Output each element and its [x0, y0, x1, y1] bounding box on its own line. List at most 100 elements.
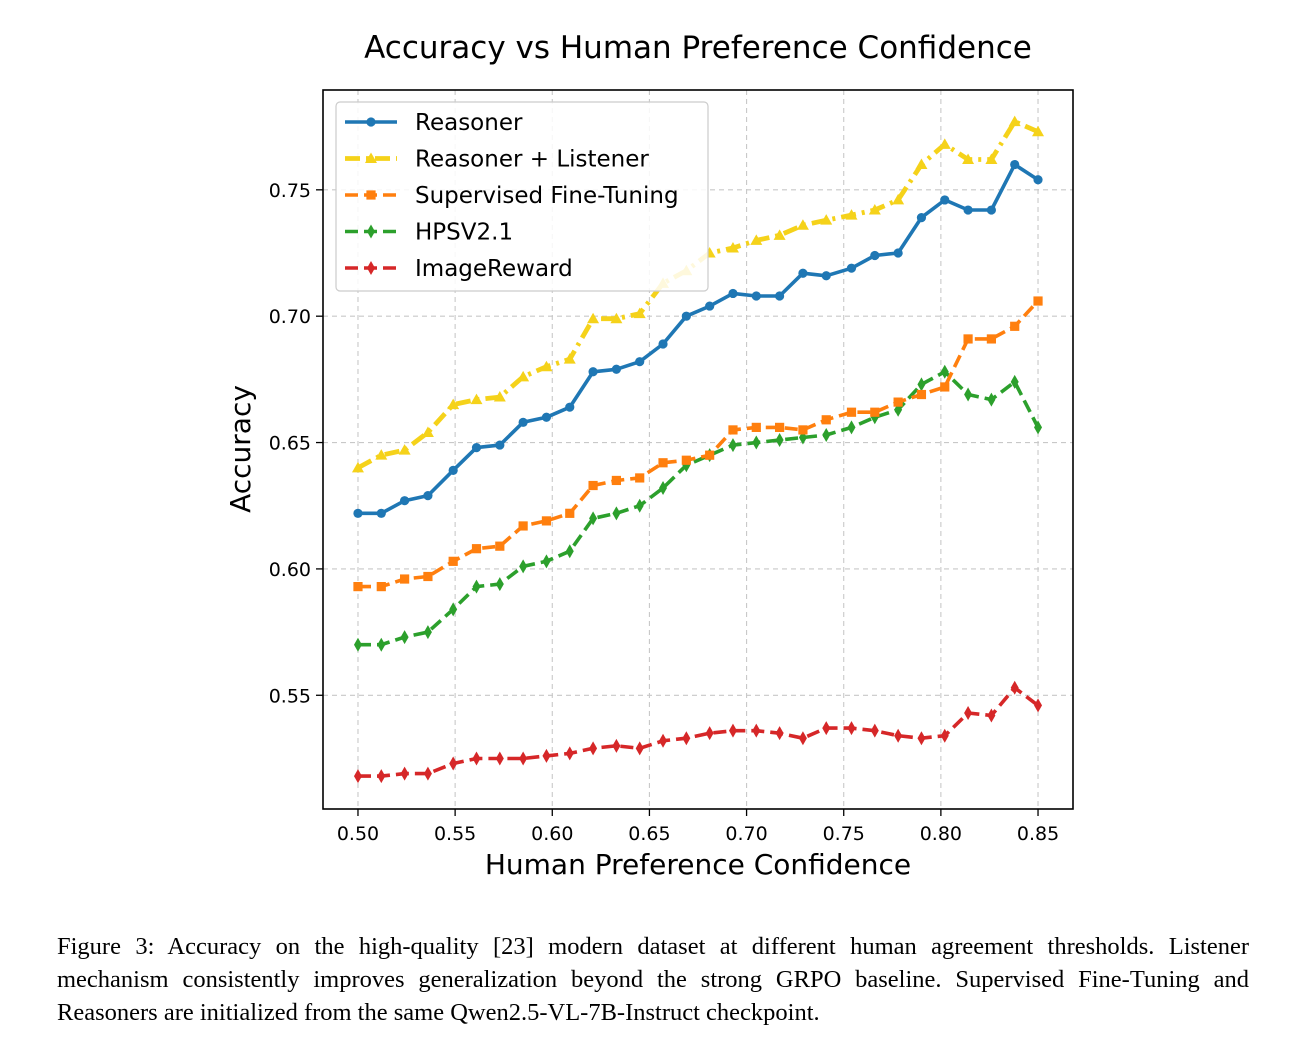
data-point: [353, 582, 363, 592]
data-point: [633, 307, 646, 319]
data-point: [846, 263, 857, 273]
data-point: [518, 521, 528, 531]
data-point: [610, 312, 623, 324]
data-point: [353, 769, 362, 784]
x-tick-label: 0.50: [337, 823, 379, 845]
x-tick-label: 0.85: [1017, 823, 1059, 845]
data-point: [963, 334, 973, 344]
data-point: [728, 438, 737, 453]
data-point: [612, 738, 621, 753]
x-tick-label: 0.55: [434, 823, 476, 845]
data-point: [471, 544, 482, 554]
data-point: [846, 407, 857, 417]
data-point: [847, 721, 856, 736]
data-point: [728, 288, 738, 299]
data-point: [565, 508, 575, 518]
data-point: [612, 506, 621, 521]
data-point: [798, 268, 808, 278]
y-tick-label: 0.70: [269, 306, 311, 328]
data-point: [398, 444, 411, 455]
data-point: [917, 377, 926, 392]
data-point: [376, 508, 386, 518]
data-point: [822, 721, 831, 736]
data-point: [587, 312, 600, 324]
data-point: [423, 571, 433, 582]
data-point: [963, 205, 973, 215]
data-point: [917, 731, 926, 746]
data-point: [775, 291, 785, 301]
data-point: [563, 353, 576, 364]
data-point: [400, 574, 410, 584]
data-point: [421, 426, 434, 437]
data-point: [353, 508, 363, 518]
x-axis: 0.50 0.55 0.60 0.65 0.70 0.75 0.80 0.85: [337, 809, 1059, 845]
data-point: [916, 213, 927, 223]
data-point: [798, 425, 808, 435]
data-point: [964, 387, 973, 402]
legend: Reasoner Reasoner + Listener Supervised Fi…: [335, 101, 709, 292]
y-axis-label: Accuracy: [224, 385, 257, 513]
legend-item: Supervised Fine-Tuning: [345, 183, 679, 209]
data-point: [728, 425, 738, 435]
data-point: [986, 334, 996, 344]
data-point: [495, 440, 505, 450]
data-point: [472, 751, 481, 766]
legend-marker: [365, 152, 377, 163]
series-line: [358, 162, 1039, 516]
data-point: [635, 498, 644, 513]
legend-marker: [367, 261, 375, 275]
series-layer: [351, 115, 1045, 784]
data-point: [565, 402, 575, 412]
data-point: [353, 637, 362, 652]
legend-box: [335, 101, 709, 292]
data-point: [775, 433, 784, 448]
x-tick-label: 0.75: [823, 823, 865, 845]
data-point: [589, 741, 598, 756]
data-point: [915, 158, 928, 170]
data-point: [658, 339, 668, 349]
data-point: [870, 407, 880, 417]
data-point: [351, 461, 364, 473]
data-point: [400, 630, 409, 645]
data-point: [1010, 680, 1019, 695]
data-point: [1008, 115, 1021, 127]
data-point: [775, 726, 784, 741]
data-point: [635, 473, 645, 483]
series-supervised-fine-tuning: [353, 296, 1043, 592]
data-point: [635, 741, 644, 756]
data-point: [870, 723, 879, 738]
legend-item: Reasoner + Listener: [345, 147, 649, 173]
data-point: [1034, 698, 1043, 713]
legend-marker: [366, 117, 376, 127]
data-point: [518, 417, 528, 427]
data-point: [1034, 420, 1043, 435]
data-point: [940, 728, 949, 743]
data-point: [377, 637, 386, 652]
legend-item: HPSV2.1: [345, 220, 513, 246]
data-point: [423, 491, 433, 501]
y-tick-label: 0.65: [269, 433, 311, 455]
line-chart: Accuracy vs Human Preference Confidence …: [224, 30, 1074, 881]
series-line: [358, 685, 1040, 778]
data-point: [726, 241, 739, 253]
legend-item: Reasoner: [345, 110, 523, 136]
data-point: [493, 391, 506, 402]
data-point: [611, 364, 621, 374]
data-point: [519, 751, 528, 766]
data-point: [987, 708, 996, 723]
data-point: [705, 301, 715, 311]
plot-frame: [322, 89, 1074, 810]
data-point: [495, 751, 504, 766]
chart-title: Accuracy vs Human Preference Confidence: [364, 30, 1032, 66]
data-point: [868, 204, 881, 215]
data-point: [423, 766, 432, 781]
data-point: [847, 420, 856, 435]
data-point: [658, 458, 668, 468]
data-point: [987, 392, 996, 407]
data-point: [470, 393, 483, 405]
data-point: [541, 516, 552, 526]
legend-label: Supervised Fine-Tuning: [415, 183, 679, 209]
data-point: [892, 193, 905, 205]
data-point: [822, 427, 831, 442]
data-point: [447, 398, 460, 410]
